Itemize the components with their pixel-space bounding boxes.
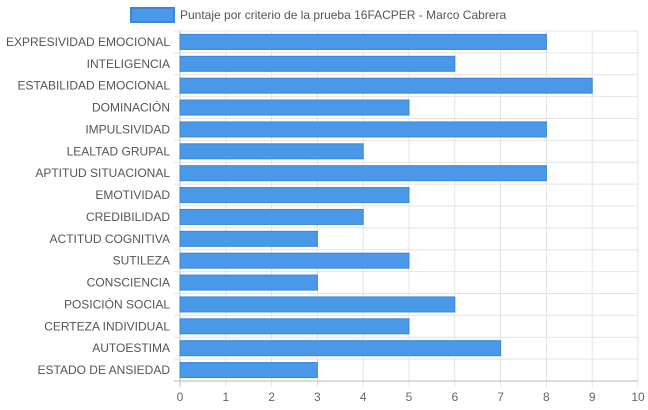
category-label: AUTOESTIMA [92, 341, 170, 355]
x-tick-label: 8 [543, 390, 550, 404]
x-tick-label: 4 [360, 390, 367, 404]
x-tick-label: 1 [222, 390, 229, 404]
bar[interactable] [179, 187, 410, 204]
legend-label: Puntaje por criterio de la prueba 16FACP… [180, 8, 506, 22]
category-label: INTELIGENCIA [87, 57, 170, 71]
bar[interactable] [179, 296, 456, 313]
bar[interactable] [179, 340, 502, 357]
x-axis-tick-labels: 0 1 2 3 4 5 6 7 8 9 10 [177, 390, 645, 404]
bar[interactable] [179, 274, 318, 291]
x-tick-label: 6 [451, 390, 458, 404]
bar[interactable] [179, 77, 593, 94]
bar[interactable] [179, 230, 318, 247]
bar[interactable] [179, 318, 410, 335]
category-label: IMPULSIVIDAD [85, 122, 170, 136]
x-tick-label: 9 [589, 390, 596, 404]
category-label: CONSCIENCIA [87, 276, 170, 290]
category-label: LEALTAD GRUPAL [67, 144, 171, 158]
category-labels: EXPRESIVIDAD EMOCIONAL INTELIGENCIA ESTABI… [6, 35, 170, 377]
bar[interactable] [179, 362, 318, 379]
x-tick-label: 3 [314, 390, 321, 404]
category-label: CREDIBILIDAD [86, 210, 170, 224]
legend-swatch [130, 7, 175, 23]
bar[interactable] [179, 252, 410, 269]
bar[interactable] [179, 143, 364, 160]
category-label: POSICIÓN SOCIAL [64, 296, 170, 311]
category-label: ESTABILIDAD EMOCIONAL [18, 79, 171, 93]
category-label: EMOTIVIDAD [95, 188, 170, 202]
category-label: ESTADO DE ANSIEDAD [38, 363, 171, 377]
x-tick-label: 10 [631, 390, 645, 404]
x-tick-label: 0 [177, 390, 184, 404]
category-label: EXPRESIVIDAD EMOCIONAL [6, 35, 170, 49]
category-label: SUTILEZA [113, 254, 170, 268]
bar[interactable] [179, 33, 547, 50]
category-label: CERTEZA INDIVIDUAL [44, 319, 170, 333]
x-tick-label: 2 [268, 390, 275, 404]
bar[interactable] [179, 99, 410, 116]
category-label: APTITUD SITUACIONAL [35, 166, 170, 180]
bar[interactable] [179, 55, 456, 72]
bar[interactable] [179, 208, 364, 225]
category-label: DOMINACIÓN [92, 100, 170, 115]
bar[interactable] [179, 121, 547, 138]
x-tick-label: 7 [497, 390, 504, 404]
legend[interactable]: Puntaje por criterio de la prueba 16FACP… [130, 7, 506, 23]
x-tick-label: 5 [406, 390, 413, 404]
bars [179, 33, 593, 379]
bar[interactable] [179, 165, 547, 182]
category-label: ACTITUD COGNITIVA [50, 232, 170, 246]
